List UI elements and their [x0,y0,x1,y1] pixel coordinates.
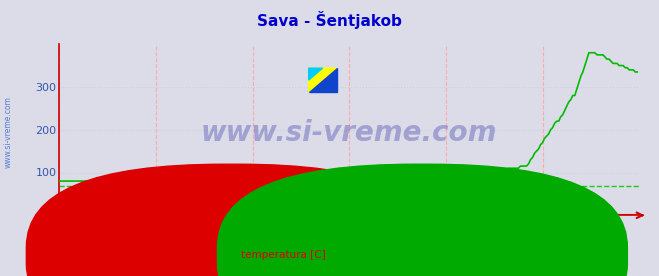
Text: www.si-vreme.com: www.si-vreme.com [201,119,498,147]
Text: www.si-vreme.com: www.si-vreme.com [4,97,13,168]
Text: Sava - Šentjakob: Sava - Šentjakob [257,11,402,29]
Text: temperatura [C]: temperatura [C] [241,250,326,260]
Polygon shape [308,68,323,80]
Polygon shape [308,68,337,92]
Polygon shape [308,68,337,92]
Text: pretok [m3/s]: pretok [m3/s] [432,250,503,260]
